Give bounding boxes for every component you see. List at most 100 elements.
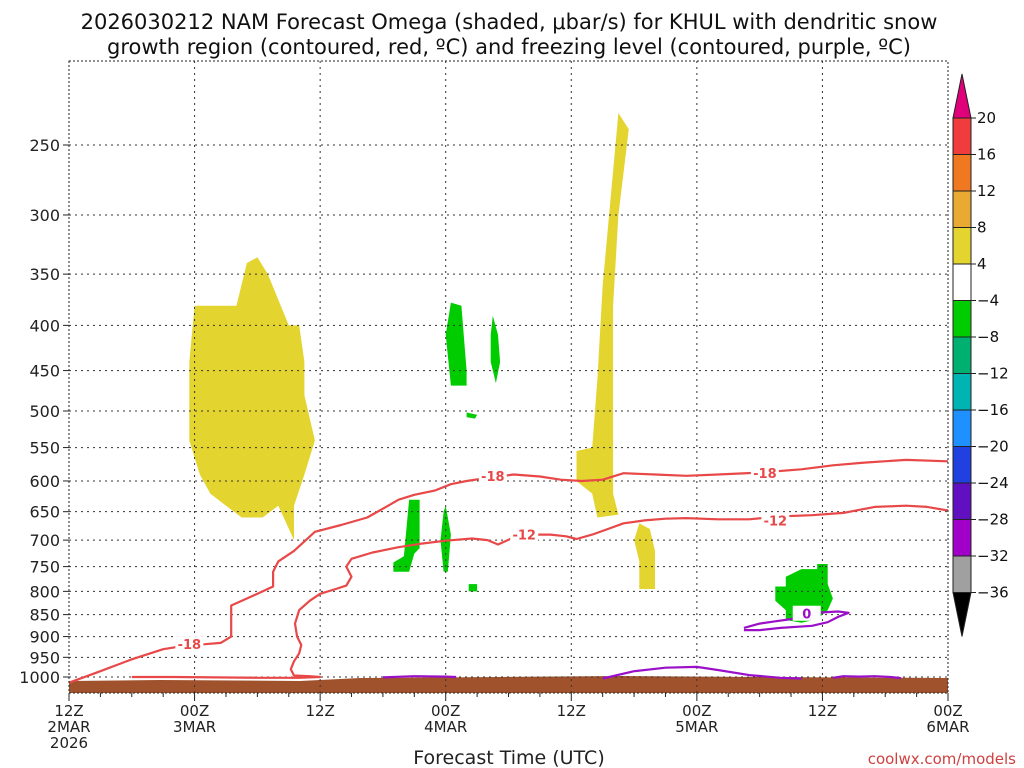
y-tick-label-750: 750 — [29, 558, 60, 577]
y-tick-label-650: 650 — [29, 503, 60, 522]
omega-region-6 — [440, 505, 451, 572]
x-tick-line: 12Z — [305, 702, 334, 720]
contour-label-bg-1 — [478, 467, 507, 483]
chart-title-line1: 2026030212 NAM Forecast Omega (shaded, μ… — [81, 10, 938, 34]
y-tick-label-250: 250 — [29, 136, 60, 155]
x-axis-title: Forecast Time (UTC) — [413, 747, 604, 768]
colorbar-label-4: 4 — [977, 255, 987, 273]
colorbar-box-4 — [952, 227, 972, 265]
colorbar-label-12: −32 — [977, 547, 1009, 565]
colorbar-box-8 — [952, 373, 972, 411]
x-tick-label-36: 00Z 4MAR — [424, 702, 467, 736]
colorbar-label-2: 12 — [977, 182, 996, 200]
omega-region-1 — [576, 113, 629, 518]
colorbar-label-3: 8 — [977, 219, 987, 237]
y-tick-label-800: 800 — [29, 582, 60, 601]
chart-title-line2: growth region (contoured, red, ºC) and f… — [107, 35, 911, 59]
omega-region-2 — [634, 523, 655, 589]
contour-label-bg-5 — [792, 605, 821, 621]
colorbar-label-10: −24 — [977, 474, 1009, 492]
x-tick-label-24: 12Z — [305, 702, 334, 720]
y-tick-label-450: 450 — [29, 362, 60, 381]
colorbar-label-9: −20 — [977, 438, 1009, 456]
contour-line-1 — [131, 504, 949, 679]
colorbar-label-6: −8 — [977, 328, 999, 346]
contour-line-3 — [602, 665, 802, 680]
y-tick-label-600: 600 — [29, 472, 60, 491]
contour-line-4 — [743, 610, 850, 632]
contour-label-4: -12 — [764, 514, 788, 529]
x-tick-label-84: 00Z 6MAR — [926, 702, 969, 736]
x-tick-line: 12Z — [54, 702, 83, 720]
x-tick-line: 12Z — [808, 702, 837, 720]
colorbar-box-12 — [952, 519, 972, 557]
contour-label-1: -18 — [481, 470, 505, 485]
colorbar-label-11: −28 — [977, 511, 1009, 529]
contour-label-bg-2 — [750, 465, 779, 481]
colorbar-box-13 — [952, 555, 972, 593]
y-tick-label-500: 500 — [29, 402, 60, 421]
x-tick-label-60: 00Z 5MAR — [675, 702, 718, 736]
x-tick-line: 00Z — [682, 702, 711, 720]
colorbar-box-9 — [952, 409, 972, 447]
omega-region-3 — [445, 302, 467, 386]
y-tick-label-900: 900 — [29, 628, 60, 647]
y-tick-label-550: 550 — [29, 439, 60, 458]
y-tick-label-400: 400 — [29, 316, 60, 335]
x-tick-label-12: 00Z 3MAR — [173, 702, 216, 736]
omega-region-0 — [189, 257, 315, 541]
y-tick-label-950: 950 — [29, 648, 60, 667]
x-tick-line: 6MAR — [926, 718, 969, 736]
surface-terrain — [69, 676, 948, 693]
contour-label-0: -18 — [178, 638, 202, 653]
omega-region-5 — [393, 499, 420, 572]
colorbar-max-arrow — [952, 73, 972, 119]
omega-region-7 — [466, 412, 478, 419]
colorbar-box-1 — [952, 117, 972, 155]
colorbar-label-13: −36 — [977, 584, 1009, 602]
colorbar-label-7: −12 — [977, 365, 1009, 383]
colorbar-box-5 — [952, 263, 972, 301]
colorbar-box-6 — [952, 300, 972, 338]
contour-line-0 — [68, 458, 949, 684]
colorbar-box-3 — [952, 190, 972, 228]
contour-label-3: -12 — [512, 529, 536, 544]
contour-line-2 — [382, 675, 457, 679]
y-tick-label-700: 700 — [29, 531, 60, 550]
colorbar-label-0: 20 — [977, 109, 996, 127]
site-credit: coolwx.com/models — [868, 750, 1016, 768]
colorbar-label-1: 16 — [977, 146, 996, 164]
colorbar-box-10 — [952, 446, 972, 484]
x-tick-line: 5MAR — [675, 718, 718, 736]
omega-region-4 — [490, 315, 501, 384]
omega-region-8 — [468, 584, 478, 592]
colorbar-min-arrow — [952, 592, 972, 637]
x-tick-line: 00Z — [180, 702, 209, 720]
contour-label-2: -18 — [753, 467, 777, 482]
contour-label-bg-3 — [510, 526, 539, 542]
contour-label-5: 0 — [802, 608, 811, 623]
x-tick-label-48: 12Z — [557, 702, 586, 720]
x-tick-line: 00Z — [933, 702, 962, 720]
x-tick-line: 2MAR — [47, 718, 90, 736]
contour-label-bg-4 — [761, 512, 790, 528]
y-tick-label-1000: 1000 — [19, 668, 60, 687]
colorbar-box-11 — [952, 482, 972, 520]
plot-frame — [68, 60, 949, 694]
x-tick-label-0: 12Z 2MAR 2026 — [47, 702, 90, 752]
x-tick-line: 00Z — [431, 702, 460, 720]
y-tick-label-350: 350 — [29, 265, 60, 284]
x-tick-line: 2026 — [50, 734, 88, 752]
x-tick-line: 4MAR — [424, 718, 467, 736]
x-tick-line: 3MAR — [173, 718, 216, 736]
y-tick-label-850: 850 — [29, 606, 60, 625]
colorbar-box-2 — [952, 154, 972, 192]
contour-line-5 — [832, 675, 902, 680]
x-tick-label-72: 12Z — [808, 702, 837, 720]
colorbar-box-7 — [952, 336, 972, 374]
colorbar-label-8: −16 — [977, 401, 1009, 419]
colorbar-label-5: −4 — [977, 292, 999, 310]
y-tick-label-300: 300 — [29, 206, 60, 225]
x-tick-line: 12Z — [557, 702, 586, 720]
